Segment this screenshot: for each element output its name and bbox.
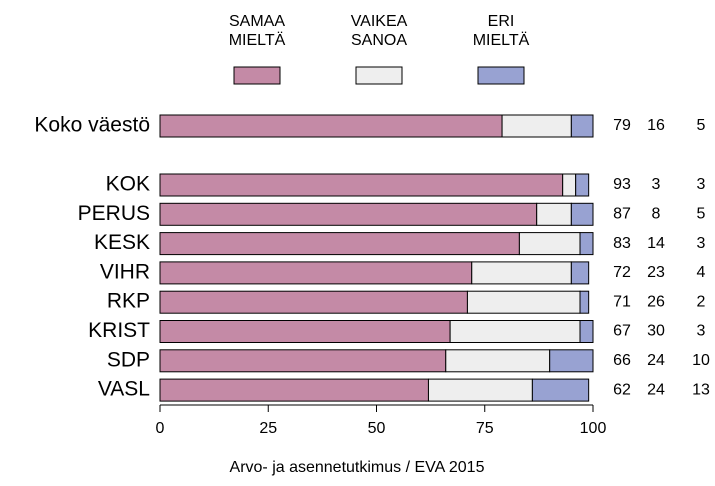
bar-segment bbox=[518, 232, 581, 256]
value-label: 2 bbox=[697, 293, 706, 310]
bar-segment bbox=[501, 114, 572, 138]
value-label: 3 bbox=[697, 235, 706, 252]
category-label: KESK bbox=[94, 231, 150, 254]
bar-segment bbox=[159, 261, 473, 285]
bar-segment bbox=[575, 173, 590, 197]
legend-swatch bbox=[355, 66, 403, 85]
bar-segment bbox=[159, 173, 564, 197]
bar-segment bbox=[159, 349, 447, 373]
bar-segment bbox=[466, 290, 581, 314]
category-label: KRIST bbox=[88, 319, 150, 342]
category-label: KOK bbox=[106, 173, 150, 196]
value-label: 71 bbox=[613, 293, 631, 310]
legend-label: ERI MIELTÄ bbox=[472, 13, 530, 49]
bar-segment bbox=[579, 290, 590, 314]
category-label: SDP bbox=[107, 348, 150, 371]
value-label: 10 bbox=[692, 352, 710, 369]
value-label: 83 bbox=[613, 235, 631, 252]
bar-segment bbox=[159, 232, 520, 256]
bar-segment bbox=[562, 173, 577, 197]
value-label: 93 bbox=[613, 176, 631, 193]
bar-segment bbox=[570, 261, 590, 285]
legend-swatch bbox=[477, 66, 525, 85]
value-label: 5 bbox=[697, 206, 706, 223]
legend-swatch bbox=[233, 66, 281, 85]
category-label: VASL bbox=[98, 378, 150, 401]
bar-segment bbox=[427, 378, 533, 402]
value-label: 67 bbox=[613, 323, 631, 340]
legend-label: SAMAA MIELTÄ bbox=[228, 13, 286, 49]
bar-segment bbox=[449, 320, 581, 343]
bar-segment bbox=[570, 114, 594, 138]
value-label: 62 bbox=[613, 381, 631, 398]
value-label: 79 bbox=[613, 117, 631, 134]
value-label: 13 bbox=[692, 381, 710, 398]
bar-segment bbox=[445, 349, 551, 373]
category-label: PERUS bbox=[78, 202, 150, 225]
bar-segment bbox=[570, 202, 594, 226]
value-label: 3 bbox=[697, 176, 706, 193]
category-label: Koko väestö bbox=[34, 114, 150, 137]
x-tick-label: 75 bbox=[476, 420, 494, 437]
value-label: 23 bbox=[647, 264, 665, 281]
x-tick-label: 50 bbox=[368, 420, 386, 437]
value-label: 16 bbox=[647, 117, 665, 134]
legend-label: VAIKEA SANOA bbox=[350, 13, 408, 49]
bar-segment bbox=[549, 349, 594, 373]
category-label: RKP bbox=[107, 290, 150, 313]
value-label: 5 bbox=[697, 117, 706, 134]
bar-segment bbox=[159, 320, 451, 343]
value-label: 8 bbox=[652, 206, 661, 223]
value-label: 24 bbox=[647, 381, 665, 398]
value-label: 3 bbox=[652, 176, 661, 193]
bar-segment bbox=[531, 378, 590, 402]
caption: Arvo- ja asennetutkimus / EVA 2015 bbox=[230, 459, 485, 476]
bar-segment bbox=[159, 114, 503, 138]
bar-segment bbox=[471, 261, 572, 285]
x-tick-label: 100 bbox=[580, 420, 607, 437]
bar-segment bbox=[579, 232, 594, 256]
value-label: 3 bbox=[697, 323, 706, 340]
value-label: 87 bbox=[613, 206, 631, 223]
value-label: 26 bbox=[647, 293, 665, 310]
bar-segment bbox=[536, 202, 572, 226]
value-label: 24 bbox=[647, 352, 665, 369]
x-tick-label: 25 bbox=[259, 420, 277, 437]
bar-segment bbox=[159, 290, 468, 314]
category-label: VIHR bbox=[100, 260, 150, 283]
bar-segment bbox=[159, 378, 429, 402]
value-label: 66 bbox=[613, 352, 631, 369]
value-label: 14 bbox=[647, 235, 665, 252]
value-label: 30 bbox=[647, 323, 665, 340]
x-tick-label: 0 bbox=[156, 420, 165, 437]
bar-segment bbox=[579, 320, 594, 343]
bar-segment bbox=[159, 202, 538, 226]
value-label: 72 bbox=[613, 264, 631, 281]
value-label: 4 bbox=[697, 264, 706, 281]
